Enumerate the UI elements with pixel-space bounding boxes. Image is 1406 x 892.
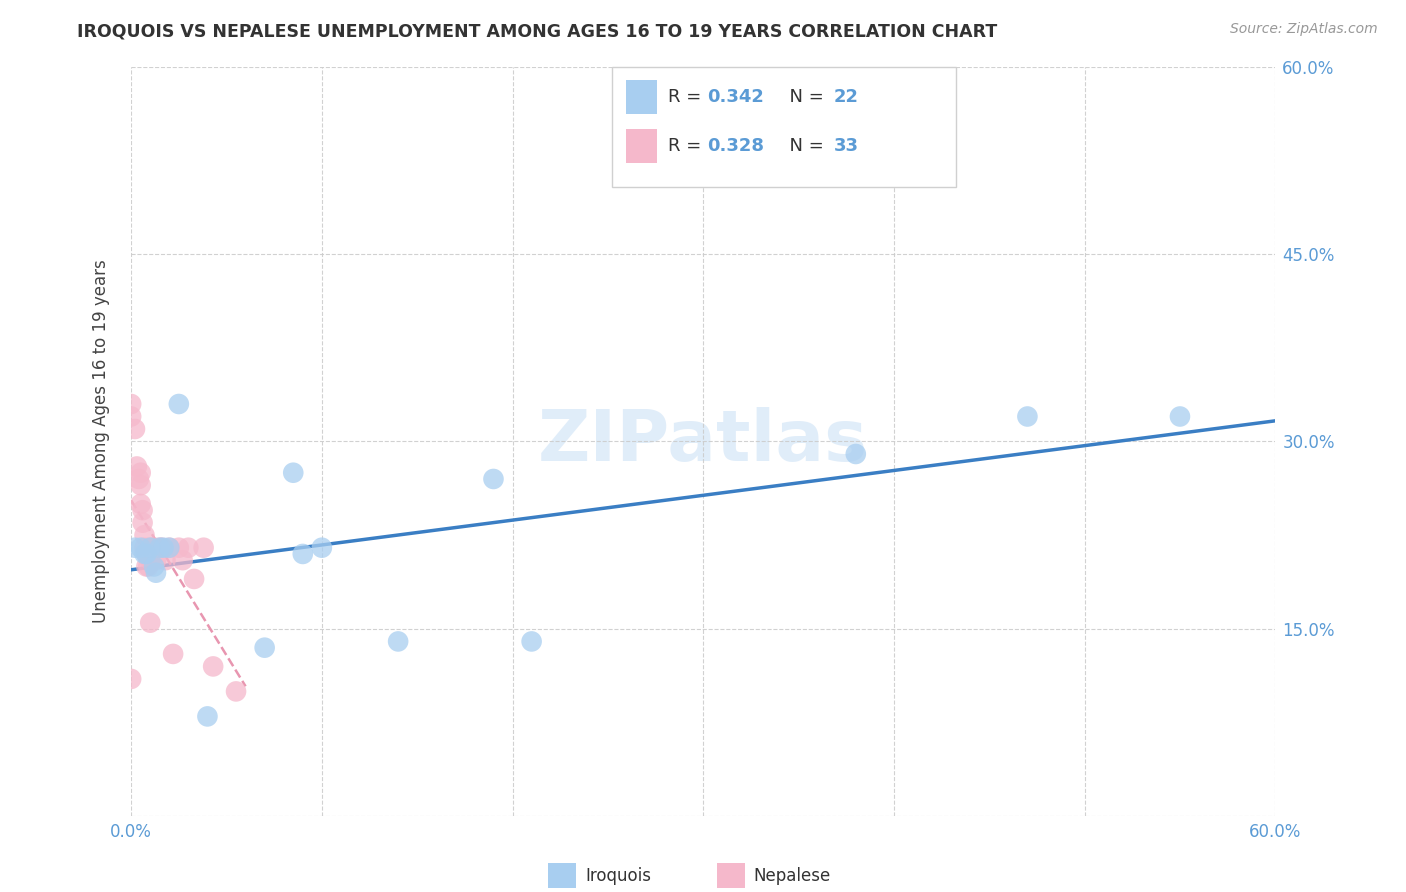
Y-axis label: Unemployment Among Ages 16 to 19 years: Unemployment Among Ages 16 to 19 years [93,260,110,624]
Text: 0.328: 0.328 [707,137,765,155]
Point [845,447,868,461]
Point [145,566,167,580]
Point [145,553,167,567]
Point [172,553,194,567]
Point [202,659,225,673]
Point [197,709,219,723]
Point [311,541,333,555]
Point [129,541,152,555]
Point [131,503,153,517]
Point [129,478,152,492]
Point [482,472,505,486]
Text: R =: R = [668,137,707,155]
Point [150,541,173,555]
Point [120,672,142,686]
Point [134,547,156,561]
Text: Nepalese: Nepalese [754,867,831,885]
Point [149,541,172,555]
Point [283,466,305,480]
Text: Source: ZipAtlas.com: Source: ZipAtlas.com [1230,22,1378,37]
Point [193,541,215,555]
Point [134,528,156,542]
Point [120,397,142,411]
Point [143,559,166,574]
Point [225,684,247,698]
Point [157,541,180,555]
Point [136,559,159,574]
Point [129,497,152,511]
Text: N =: N = [778,88,830,106]
Point [131,516,153,530]
Text: IROQUOIS VS NEPALESE UNEMPLOYMENT AMONG AGES 16 TO 19 YEARS CORRELATION CHART: IROQUOIS VS NEPALESE UNEMPLOYMENT AMONG … [77,22,998,40]
Point [124,422,146,436]
Point [124,541,146,555]
Point [152,541,174,555]
Point [139,615,162,630]
Point [134,541,156,555]
Point [177,541,200,555]
Point [162,647,184,661]
Point [1017,409,1039,424]
Point [135,547,157,561]
Text: 0.342: 0.342 [707,88,763,106]
Point [143,541,166,555]
Point [253,640,276,655]
Point [157,541,180,555]
Point [125,459,148,474]
Point [520,634,543,648]
Point [139,541,162,555]
Point [129,466,152,480]
Text: ZIPatlas: ZIPatlas [538,407,869,476]
Text: Iroquois: Iroquois [585,867,651,885]
Point [387,634,409,648]
Text: R =: R = [668,88,707,106]
Point [135,559,157,574]
Point [149,541,172,555]
Point [128,472,150,486]
Point [1168,409,1191,424]
Point [167,397,190,411]
Point [291,547,314,561]
Text: 22: 22 [834,88,859,106]
Point [183,572,205,586]
Text: 33: 33 [834,137,859,155]
Text: N =: N = [778,137,830,155]
Point [135,547,157,561]
Point [155,553,177,567]
Point [139,553,162,567]
Point [167,541,190,555]
Point [120,409,142,424]
Point [139,541,162,555]
